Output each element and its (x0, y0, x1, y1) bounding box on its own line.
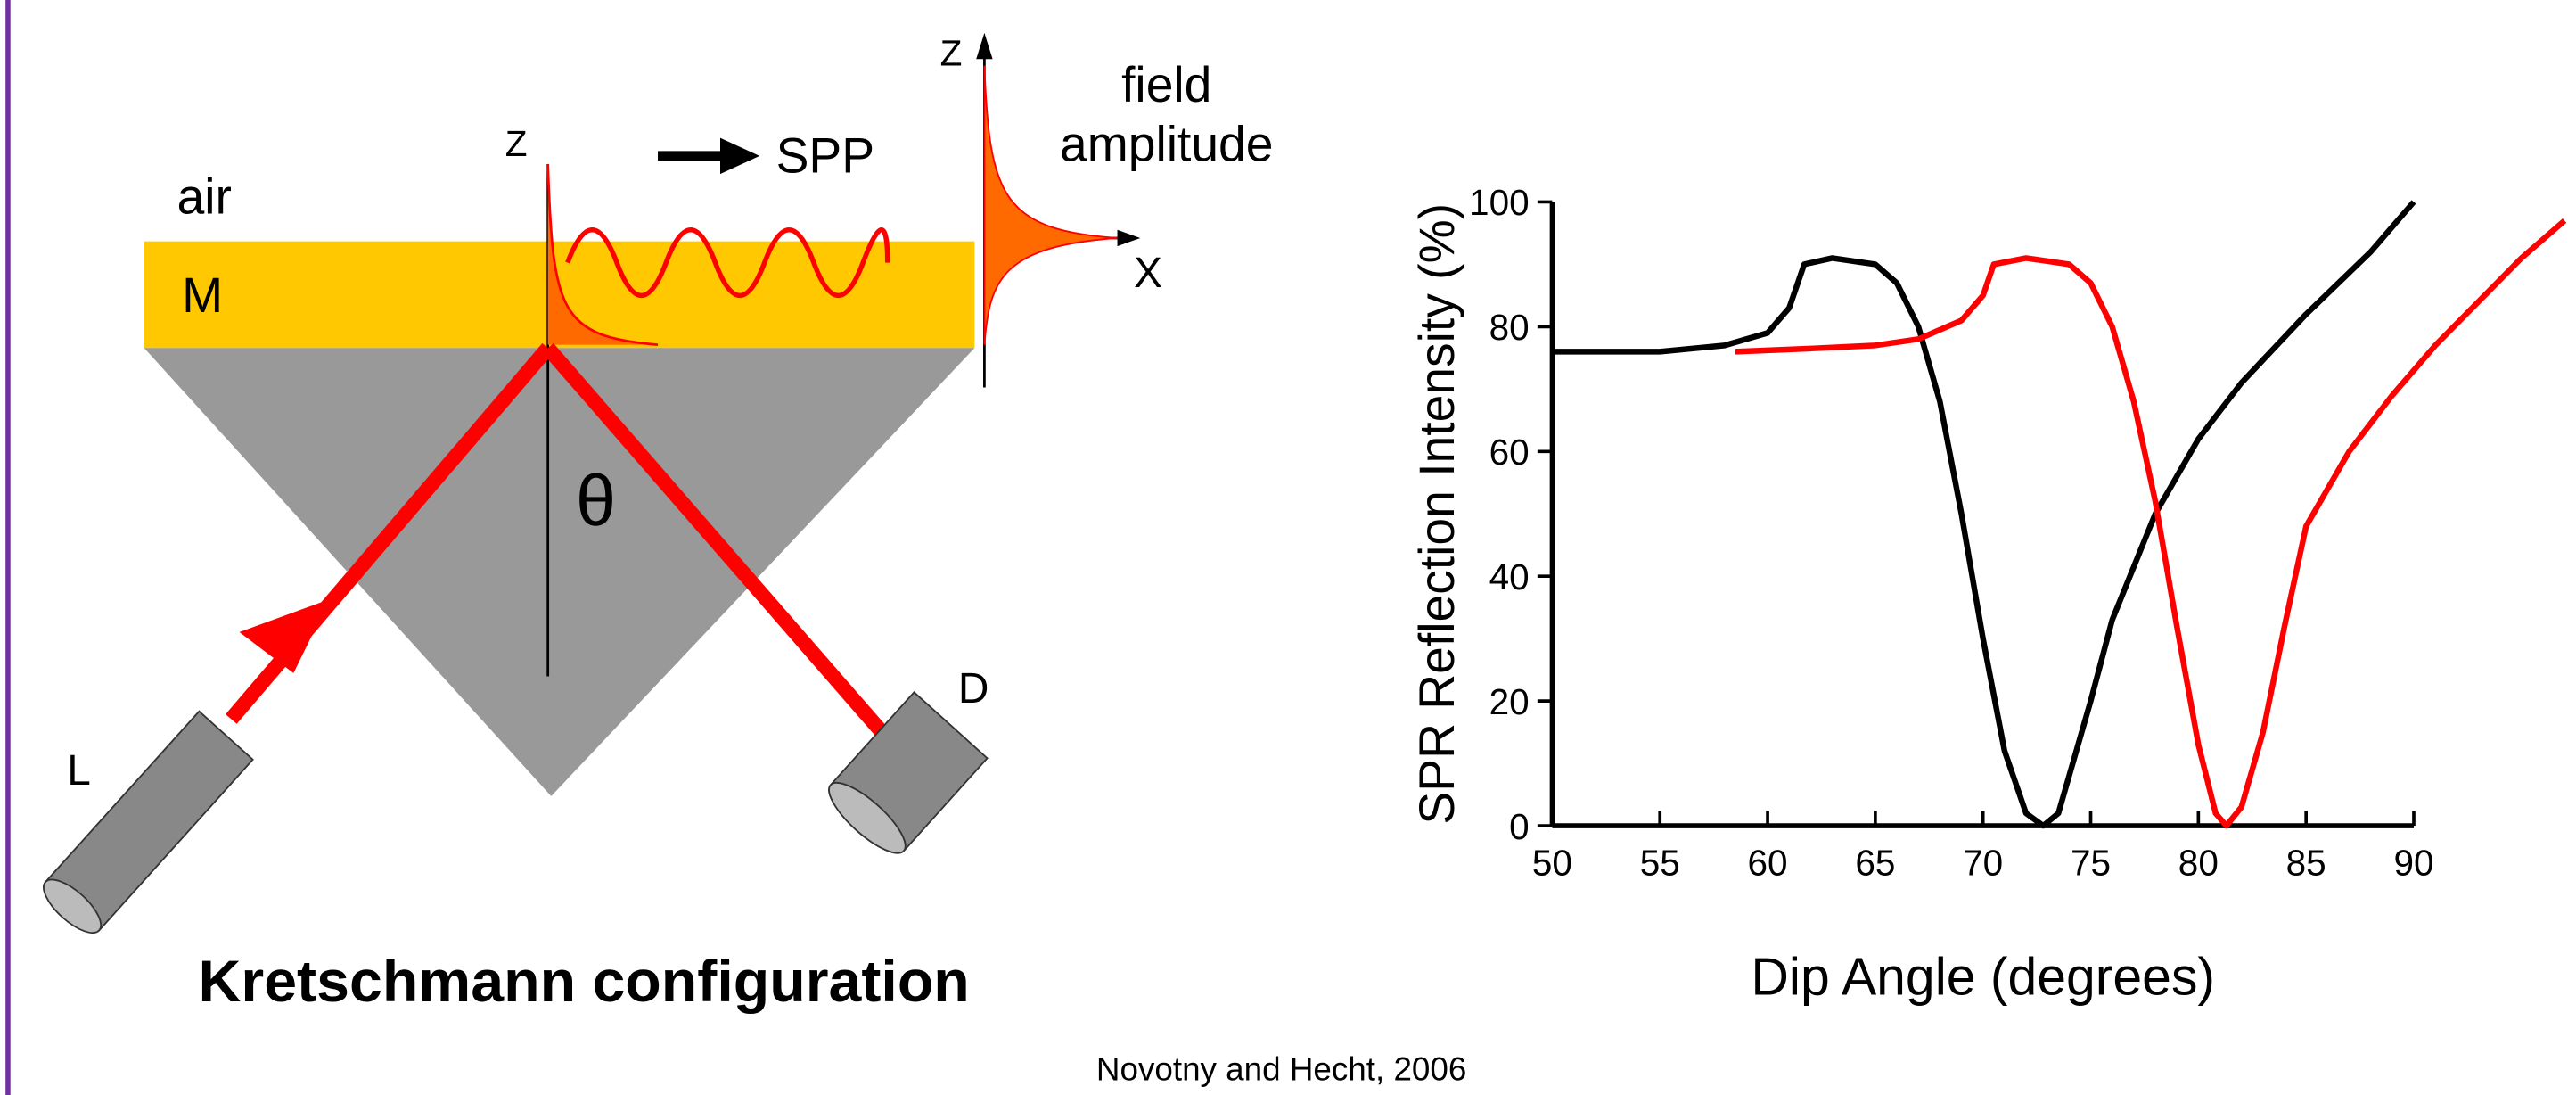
citation: Novotny and Hecht, 2006 (1096, 1050, 1466, 1087)
x-tick-label: 90 (2393, 842, 2433, 883)
label-field: field (1121, 57, 1211, 112)
x-tick-label: 60 (1748, 842, 1788, 883)
x-tick-label: 75 (2071, 842, 2111, 883)
y-axis-label: SPR Reflection Intensity (%) (1409, 203, 1464, 825)
line-series (1552, 200, 2416, 829)
label-air: air (177, 169, 232, 224)
reflected-beam (542, 342, 894, 744)
label-x: X (1134, 250, 1162, 297)
label-spp: SPP (776, 128, 875, 183)
x-tick-label: 70 (1963, 842, 2003, 883)
y-tick-label: 60 (1489, 432, 1530, 473)
detector-body (828, 691, 989, 854)
label-amplitude: amplitude (1060, 116, 1273, 171)
label-z-left: Z (505, 123, 528, 164)
label-theta: θ (576, 461, 616, 541)
x-arrowhead (1117, 229, 1141, 247)
field-profile (983, 65, 1118, 345)
label-metal: M (182, 268, 223, 323)
x-axis-label: Dip Angle (degrees) (1751, 949, 2215, 1007)
spp-arrowhead (719, 137, 760, 175)
x-tick-label: 65 (1855, 842, 1895, 883)
label-detector: D (958, 665, 989, 712)
diagram-caption: Kretschmann configuration (199, 949, 970, 1015)
y-tick-label: 20 (1489, 681, 1530, 722)
spp-wave (565, 227, 890, 299)
label-laser: L (67, 747, 91, 794)
line-series (1735, 218, 2567, 829)
field-decay (547, 164, 659, 345)
prism (144, 348, 975, 796)
x-tick-label: 50 (1532, 842, 1572, 883)
label-z-right: Z (940, 33, 963, 74)
y-tick-label: 0 (1509, 806, 1530, 847)
y-tick-label: 80 (1489, 307, 1530, 348)
y-tick-label: 100 (1469, 182, 1530, 223)
x-tick-label: 55 (1640, 842, 1680, 883)
x-tick-label: 85 (2286, 842, 2326, 883)
z-arrowhead (976, 32, 993, 60)
laser-body (43, 710, 254, 934)
field-decay-edge (546, 164, 659, 347)
chart: 50 55 60 65 70 75 80 85 90 0 20 40 60 80 100 Dip Angle … (1409, 182, 2567, 1007)
beam-arrow (239, 598, 330, 673)
x-tick-label: 80 (2178, 842, 2219, 883)
y-tick-label: 40 (1489, 556, 1530, 597)
